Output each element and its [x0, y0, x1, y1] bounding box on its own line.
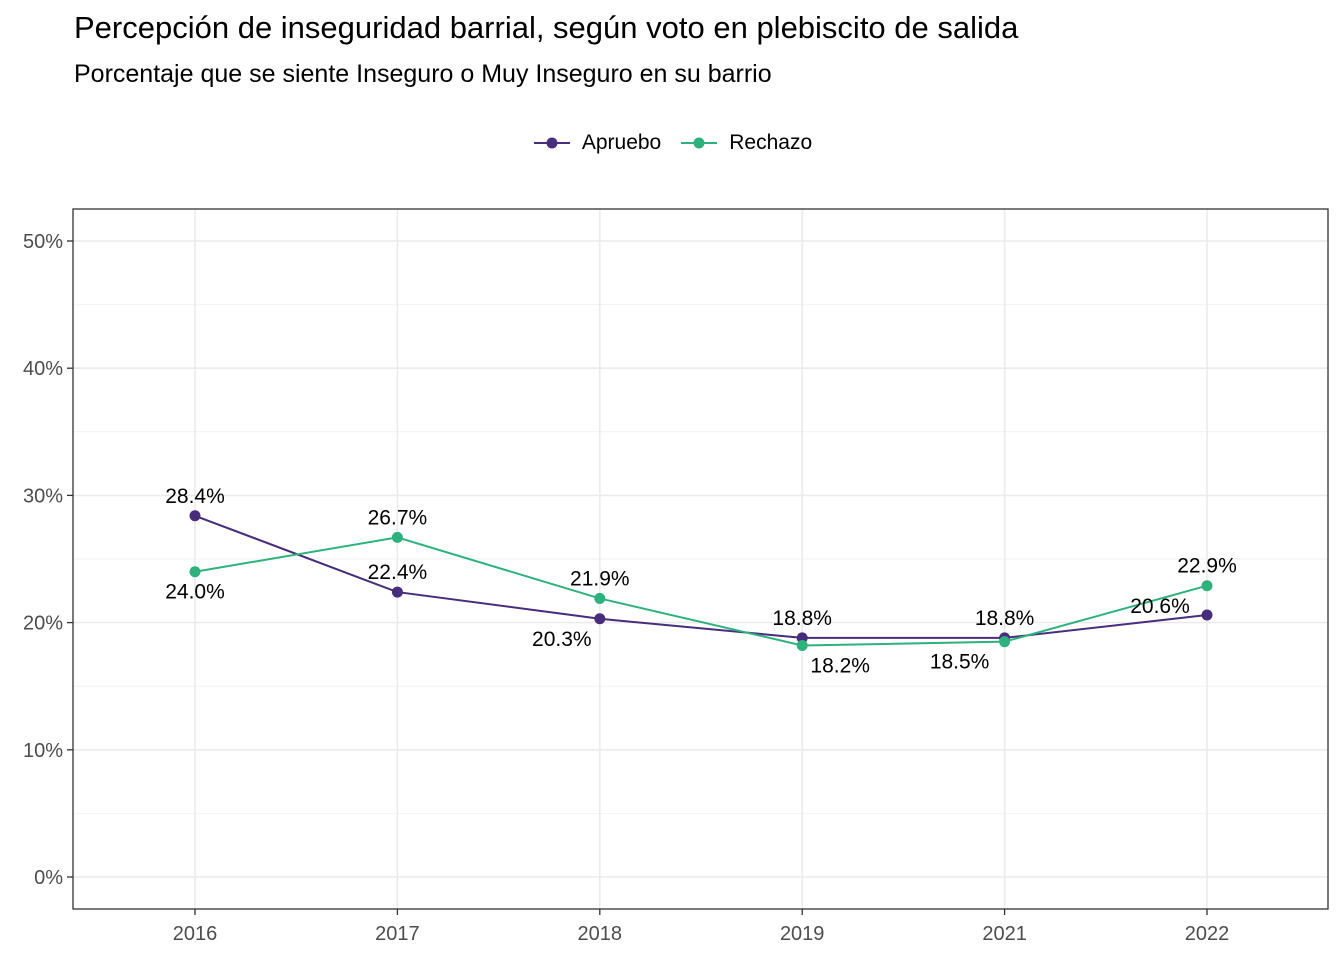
data-label-rechazo: 22.9%: [1177, 555, 1237, 578]
data-label-rechazo: 18.2%: [810, 654, 870, 677]
data-label-rechazo: 24.0%: [165, 581, 225, 604]
y-tick-label: 10%: [23, 740, 63, 762]
legend: Apruebo Rechazo: [0, 128, 1344, 158]
y-tick-label: 50%: [23, 231, 63, 253]
legend-label-apruebo: Apruebo: [581, 131, 662, 154]
data-point-rechazo: [796, 639, 808, 651]
x-tick-label: 2021: [982, 923, 1027, 945]
data-point-apruebo: [189, 510, 201, 522]
plot-border: [72, 208, 1329, 910]
x-tick-label: 2018: [578, 923, 623, 945]
data-label-rechazo: 21.9%: [570, 567, 630, 590]
data-label-apruebo: 28.4%: [165, 485, 225, 508]
data-point-rechazo: [594, 592, 606, 604]
data-label-apruebo: 22.4%: [368, 561, 428, 584]
legend-item-rechazo: Rechazo: [679, 128, 812, 158]
series-line-rechazo: [194, 536, 1208, 647]
y-tick-label: 0%: [34, 867, 63, 889]
data-point-rechazo: [189, 566, 201, 578]
legend-item-apruebo: Apruebo: [532, 128, 661, 158]
data-point-rechazo: [999, 636, 1011, 648]
data-point-apruebo: [1201, 609, 1213, 621]
data-label-apruebo: 20.6%: [1130, 595, 1190, 618]
x-tick-label: 2016: [173, 923, 218, 945]
chart-subtitle: Porcentaje que se siente Inseguro o Muy …: [74, 60, 772, 88]
data-point-rechazo: [1201, 580, 1213, 592]
data-point-apruebo: [796, 632, 808, 644]
data-label-rechazo: 26.7%: [368, 506, 428, 529]
data-point-apruebo: [594, 613, 606, 625]
y-tick-label: 30%: [23, 485, 63, 507]
x-tick-label: 2017: [375, 923, 420, 945]
data-label-apruebo: 20.3%: [532, 628, 592, 651]
data-label-rechazo: 18.5%: [930, 651, 990, 674]
legend-label-rechazo: Rechazo: [729, 131, 813, 154]
data-point-apruebo: [391, 586, 403, 598]
data-label-apruebo: 18.8%: [975, 607, 1035, 630]
data-label-apruebo: 18.8%: [772, 607, 832, 630]
legend-key-apruebo: [533, 137, 570, 149]
y-tick-label: 20%: [23, 613, 63, 635]
legend-key-rechazo: [681, 137, 718, 149]
y-tick-label: 40%: [23, 358, 63, 380]
data-point-rechazo: [391, 531, 403, 543]
series-line-apruebo: [194, 514, 1208, 639]
x-tick-label: 2019: [780, 923, 825, 945]
x-tick-label: 2022: [1185, 923, 1230, 945]
chart-title: Percepción de inseguridad barrial, según…: [74, 10, 1019, 45]
